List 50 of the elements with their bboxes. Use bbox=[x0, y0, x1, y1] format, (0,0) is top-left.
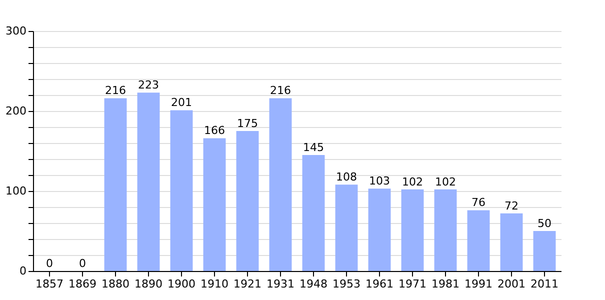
data-label: 223 bbox=[138, 78, 159, 92]
x-tick-label: 1900 bbox=[168, 278, 196, 290]
x-tick-label: 2001 bbox=[498, 278, 526, 290]
bar bbox=[500, 213, 523, 271]
x-tick-label: 1981 bbox=[432, 278, 460, 290]
data-label: 102 bbox=[435, 175, 456, 188]
data-label: 175 bbox=[237, 117, 258, 130]
data-label: 72 bbox=[504, 199, 518, 212]
data-label: 103 bbox=[369, 174, 390, 188]
bar bbox=[335, 184, 358, 271]
bar bbox=[368, 188, 391, 271]
bar bbox=[170, 110, 193, 271]
y-tick-label: 100 bbox=[6, 184, 26, 198]
data-label: 50 bbox=[538, 217, 552, 230]
data-label: 102 bbox=[402, 175, 423, 188]
x-tick-label: 1869 bbox=[68, 278, 96, 290]
y-tick-label: 300 bbox=[6, 24, 26, 38]
x-tick-label: 1961 bbox=[366, 278, 394, 290]
bar bbox=[434, 189, 457, 271]
x-tick-label: 2011 bbox=[530, 278, 558, 290]
x-tick-label: 1971 bbox=[398, 278, 426, 290]
bar bbox=[467, 210, 490, 271]
data-label: 76 bbox=[472, 196, 486, 210]
data-label: 145 bbox=[303, 141, 324, 154]
data-label: 0 bbox=[79, 257, 86, 270]
data-label: 0 bbox=[46, 257, 53, 270]
bar bbox=[269, 98, 292, 271]
x-tick-label: 1948 bbox=[300, 278, 328, 290]
bar bbox=[533, 231, 556, 271]
x-tick-label: 1880 bbox=[102, 278, 130, 290]
x-tick-label: 1857 bbox=[36, 278, 64, 290]
data-label: 201 bbox=[171, 96, 192, 110]
x-tick-label: 1890 bbox=[134, 278, 162, 290]
data-label: 166 bbox=[204, 124, 225, 138]
bar bbox=[137, 92, 160, 271]
data-label: 216 bbox=[270, 84, 291, 98]
x-tick-label: 1991 bbox=[464, 278, 492, 290]
bar bbox=[236, 131, 259, 271]
data-label: 108 bbox=[336, 170, 357, 184]
x-tick-label: 1921 bbox=[234, 278, 262, 290]
y-tick-label: 200 bbox=[6, 104, 26, 118]
bar bbox=[302, 155, 325, 271]
bar bbox=[401, 189, 424, 271]
y-tick-label: 0 bbox=[20, 264, 26, 278]
x-tick-label: 1953 bbox=[332, 278, 360, 290]
x-tick-label: 1910 bbox=[200, 278, 228, 290]
bar bbox=[104, 98, 127, 271]
x-tick-label: 1931 bbox=[266, 278, 294, 290]
data-label: 216 bbox=[105, 84, 126, 98]
bar bbox=[203, 138, 226, 271]
